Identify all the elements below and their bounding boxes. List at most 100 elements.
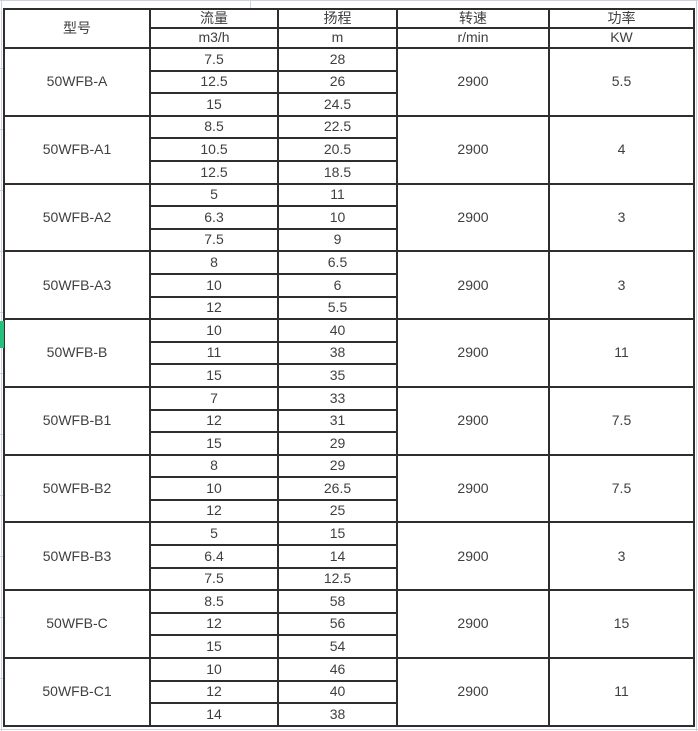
- head-cell: 29: [277, 431, 398, 456]
- head-cell: 38: [277, 340, 398, 366]
- table-row: 12.5 18.5: [4, 159, 694, 185]
- model-cell: 50WFB-B2: [3, 453, 151, 524]
- table-row: 10 6: [4, 272, 694, 298]
- flow-cell: 8: [149, 453, 279, 479]
- gridline-column-stub: [250, 0, 251, 8]
- head-cell: 12.5: [277, 566, 398, 592]
- flow-cell: 14: [149, 702, 279, 727]
- header-model: 型号: [3, 8, 151, 49]
- table-row: 50WFB-B3 5 15 2900 3: [3, 521, 695, 592]
- model-cell: 50WFB-B1: [3, 385, 151, 456]
- flow-cell: 5: [149, 521, 279, 547]
- flow-cell: 10: [149, 318, 279, 343]
- power-cell: 7.5: [548, 453, 695, 524]
- flow-cell: 7.5: [149, 566, 279, 592]
- power-cell: 11: [548, 318, 695, 388]
- header-head: 扬程: [277, 8, 398, 29]
- head-cell: 38: [277, 702, 398, 727]
- model-cell: 50WFB-A1: [3, 114, 151, 185]
- speed-cell: 2900: [396, 250, 550, 321]
- flow-cell: 15: [149, 363, 279, 388]
- power-cell: 4: [548, 114, 695, 185]
- flow-cell: 12.5: [149, 69, 279, 95]
- head-cell: 18.5: [277, 159, 398, 185]
- gridline-row-stub: [0, 68, 3, 69]
- power-cell: 3: [548, 182, 695, 253]
- flow-cell: 10: [149, 272, 279, 298]
- gridline-row-stub: [0, 190, 3, 191]
- head-cell: 46: [277, 657, 398, 682]
- header-speed-unit: r/min: [396, 27, 550, 49]
- speed-cell: 2900: [396, 589, 550, 660]
- pump-spec-table: 型号 流量 扬程 转速 功率 m3/h m r/min KW 50WFB-A 7.…: [3, 8, 695, 727]
- header-power-unit: KW: [548, 27, 695, 49]
- table-row: 12 31: [4, 408, 694, 434]
- flow-cell: 6.3: [149, 205, 279, 230]
- table-row: 50WFB-C 8.5 58 2900 15: [3, 589, 695, 660]
- gridline-top: [0, 0, 698, 1]
- head-cell: 33: [277, 385, 398, 411]
- head-cell: 29: [277, 453, 398, 479]
- head-cell: 54: [277, 634, 398, 660]
- header-row-1: 型号 流量 扬程 转速 功率: [3, 8, 695, 49]
- table-row: 6.3 10: [4, 205, 694, 230]
- head-cell: 58: [277, 589, 398, 614]
- head-cell: 10: [277, 205, 398, 230]
- model-cell: 50WFB-A3: [3, 250, 151, 321]
- power-cell: 15: [548, 589, 695, 660]
- flow-cell: 10: [149, 657, 279, 682]
- speed-cell: 2900: [396, 453, 550, 524]
- speed-cell: 2900: [396, 318, 550, 388]
- table-row: 50WFB-A 7.5 28 2900 5.5: [3, 47, 695, 117]
- speed-cell: 2900: [396, 657, 550, 727]
- speed-cell: 2900: [396, 521, 550, 592]
- flow-cell: 15: [149, 431, 279, 456]
- header-speed: 转速: [396, 8, 550, 29]
- table-row: 50WFB-B 10 40 2900 11: [3, 318, 695, 388]
- model-cell: 50WFB-A2: [3, 182, 151, 253]
- head-cell: 11: [277, 182, 398, 208]
- header-flow: 流量: [149, 8, 279, 29]
- power-cell: 5.5: [548, 47, 695, 117]
- head-cell: 20.5: [277, 137, 398, 162]
- gridline-row-stub: [0, 434, 3, 435]
- gridline-row-stub: [0, 129, 3, 130]
- table-row: 6.4 14: [4, 544, 694, 569]
- gridline-left: [1, 0, 2, 731]
- selection-marker: [0, 321, 4, 348]
- flow-cell: 8.5: [149, 589, 279, 614]
- head-cell: 22.5: [277, 114, 398, 140]
- table-row: 50WFB-A3 8 6.5 2900 3: [3, 250, 695, 321]
- table-row: 12 40: [4, 679, 694, 705]
- head-cell: 6.5: [277, 250, 398, 275]
- gridline-row-stub: [0, 312, 3, 313]
- flow-cell: 12: [149, 498, 279, 524]
- flow-cell: 15: [149, 634, 279, 660]
- head-cell: 40: [277, 318, 398, 343]
- gridline-row-stub: [0, 251, 3, 252]
- gridline-row-stub: [0, 556, 3, 557]
- flow-cell: 6.4: [149, 544, 279, 569]
- head-cell: 35: [277, 363, 398, 388]
- head-cell: 15: [277, 521, 398, 547]
- gridline-row-stub: [0, 373, 3, 374]
- head-cell: 40: [277, 679, 398, 705]
- table-row: 14 38: [4, 702, 694, 727]
- gridline-row-stub: [0, 678, 3, 679]
- table-row: 12 25: [4, 498, 694, 524]
- table-row: 12.5 26: [4, 69, 694, 95]
- header-head-unit: m: [277, 27, 398, 49]
- speed-cell: 2900: [396, 47, 550, 117]
- speed-cell: 2900: [396, 114, 550, 185]
- table-row: 7.5 9: [4, 227, 694, 253]
- table-row: 15 35: [4, 363, 694, 388]
- model-cell: 50WFB-C1: [3, 657, 151, 727]
- table-row: 50WFB-A1 8.5 22.5 2900 4: [3, 114, 695, 185]
- header-power: 功率: [548, 8, 695, 29]
- model-cell: 50WFB-C: [3, 589, 151, 660]
- gridline-right: [696, 0, 697, 731]
- flow-cell: 12: [149, 295, 279, 321]
- flow-cell: 7.5: [149, 227, 279, 253]
- table-row: 50WFB-A2 5 11 2900 3: [3, 182, 695, 253]
